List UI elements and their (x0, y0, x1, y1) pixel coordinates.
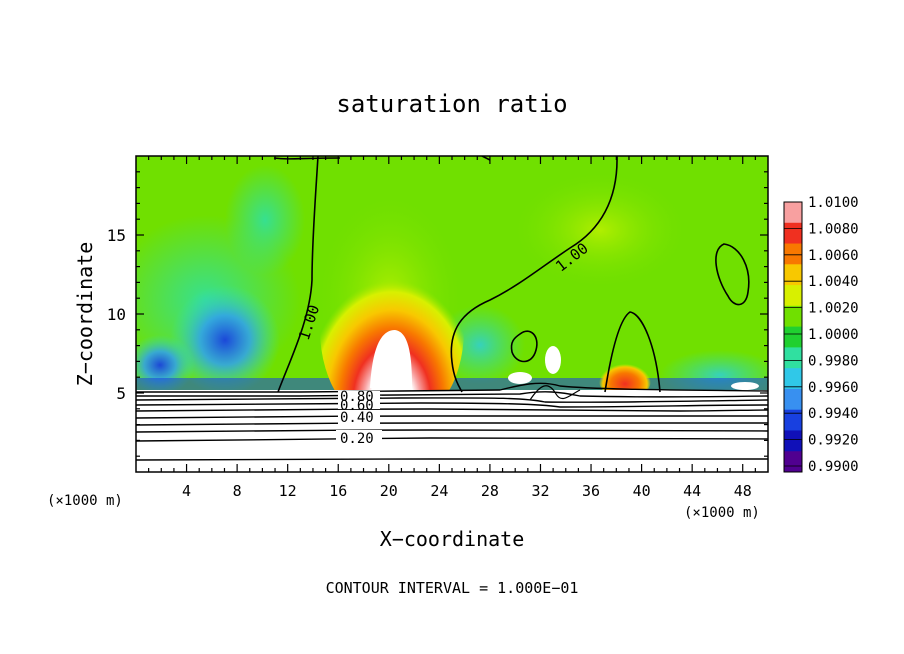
contour-perturbation (529, 385, 581, 401)
colorbar-swatch (784, 451, 802, 473)
x-tick-label: 36 (582, 482, 600, 500)
y-tick-label: 15 (107, 226, 126, 245)
contour-1-00-east (450, 156, 618, 393)
x-tick-label: 48 (734, 482, 752, 500)
colorbar-label: 1.0080 (808, 221, 859, 237)
colorbar-label: 1.0000 (808, 327, 859, 343)
contour-0-20 (136, 437, 768, 442)
colorbar-label: 0.9960 (808, 380, 859, 396)
colorbar: 1.0100 1.0080 1.0060 1.0040 1.0020 1.0000 0.99… (783, 195, 859, 475)
colorbar-swatch (784, 202, 802, 224)
colorbar-swatch (784, 388, 802, 411)
contour-1-00-west (277, 156, 319, 393)
colorbar-swatch (784, 222, 802, 245)
colorbar-swatch (784, 285, 802, 307)
contour-0-80 (136, 397, 768, 403)
colorbar-label: 0.9920 (808, 433, 859, 449)
colorbar-label: 1.0020 (808, 301, 859, 317)
colorbar-swatch (784, 326, 802, 348)
contour-lines (273, 156, 750, 393)
y-tick-label: 10 (107, 305, 126, 324)
contour-0-70 (136, 402, 768, 408)
contour-0-85 (136, 391, 768, 398)
y-tick-label: 5 (116, 384, 126, 403)
contour-interval-footer: CONTOUR INTERVAL = 1.000E−01 (326, 579, 579, 597)
contour-1-00-loop-east (715, 243, 750, 306)
plot-area: 1.00 1.00 0.80 0.60 0.40 0.20 (136, 156, 768, 472)
contour-label-0-20: 0.20 (340, 431, 374, 447)
contour-1-00-peak-east (604, 311, 661, 393)
colorbar-label: 0.9980 (808, 353, 859, 369)
contour-0-10 (136, 458, 768, 461)
x-tick-label: 24 (430, 482, 448, 500)
colorbar-swatch (784, 347, 802, 369)
colorbar-swatch (784, 243, 802, 265)
contour-1-00-small-loop (510, 330, 538, 363)
y-axis-ticks: 5 10 15 (107, 171, 768, 457)
x-tick-label: 40 (633, 482, 651, 500)
x-axis-ticks: 4 8 12 16 20 24 28 32 36 40 44 48 (148, 156, 756, 500)
x-tick-label: 44 (683, 482, 701, 500)
field-shading (136, 165, 768, 472)
colorbar-label: 1.0060 (808, 248, 859, 264)
contour-lines-lower (136, 382, 768, 461)
colorbar-swatch (784, 430, 802, 452)
colorbar-label: 1.0040 (808, 274, 859, 290)
colorbar-swatch (784, 264, 802, 286)
x-tick-label: 16 (329, 482, 347, 500)
contour-label-0-60: 0.60 (340, 398, 374, 414)
colorbar-label: 0.9940 (808, 406, 859, 422)
x-tick-label: 4 (182, 482, 191, 500)
x-tick-label: 32 (531, 482, 549, 500)
contour-1-00-top-left (273, 157, 341, 160)
x-tick-label: 12 (279, 482, 297, 500)
contour-0-40 (136, 422, 768, 426)
colorbar-label: 1.0100 (808, 195, 859, 211)
contour-0-60 (136, 408, 768, 412)
colorbar-swatch (784, 305, 802, 328)
x-tick-label: 20 (380, 482, 398, 500)
contour-label-0-40: 0.40 (340, 410, 374, 426)
contour-label-0-80: 0.80 (340, 389, 374, 405)
x-unit-left: (×1000 m) (47, 493, 123, 509)
colorbar-swatch (784, 368, 802, 390)
x-tick-label: 28 (481, 482, 499, 500)
contour-0-50 (136, 415, 768, 419)
x-axis-label: X−coordinate (380, 527, 525, 551)
y-axis-label: Z−coordinate (73, 242, 97, 387)
colorbar-label: 0.9900 (808, 459, 859, 475)
contour-0-30 (136, 429, 768, 433)
x-tick-label: 8 (233, 482, 242, 500)
colorbar-swatch (784, 409, 802, 431)
chart-title: saturation ratio (336, 90, 567, 118)
x-unit-right: (×1000 m) (684, 505, 760, 521)
